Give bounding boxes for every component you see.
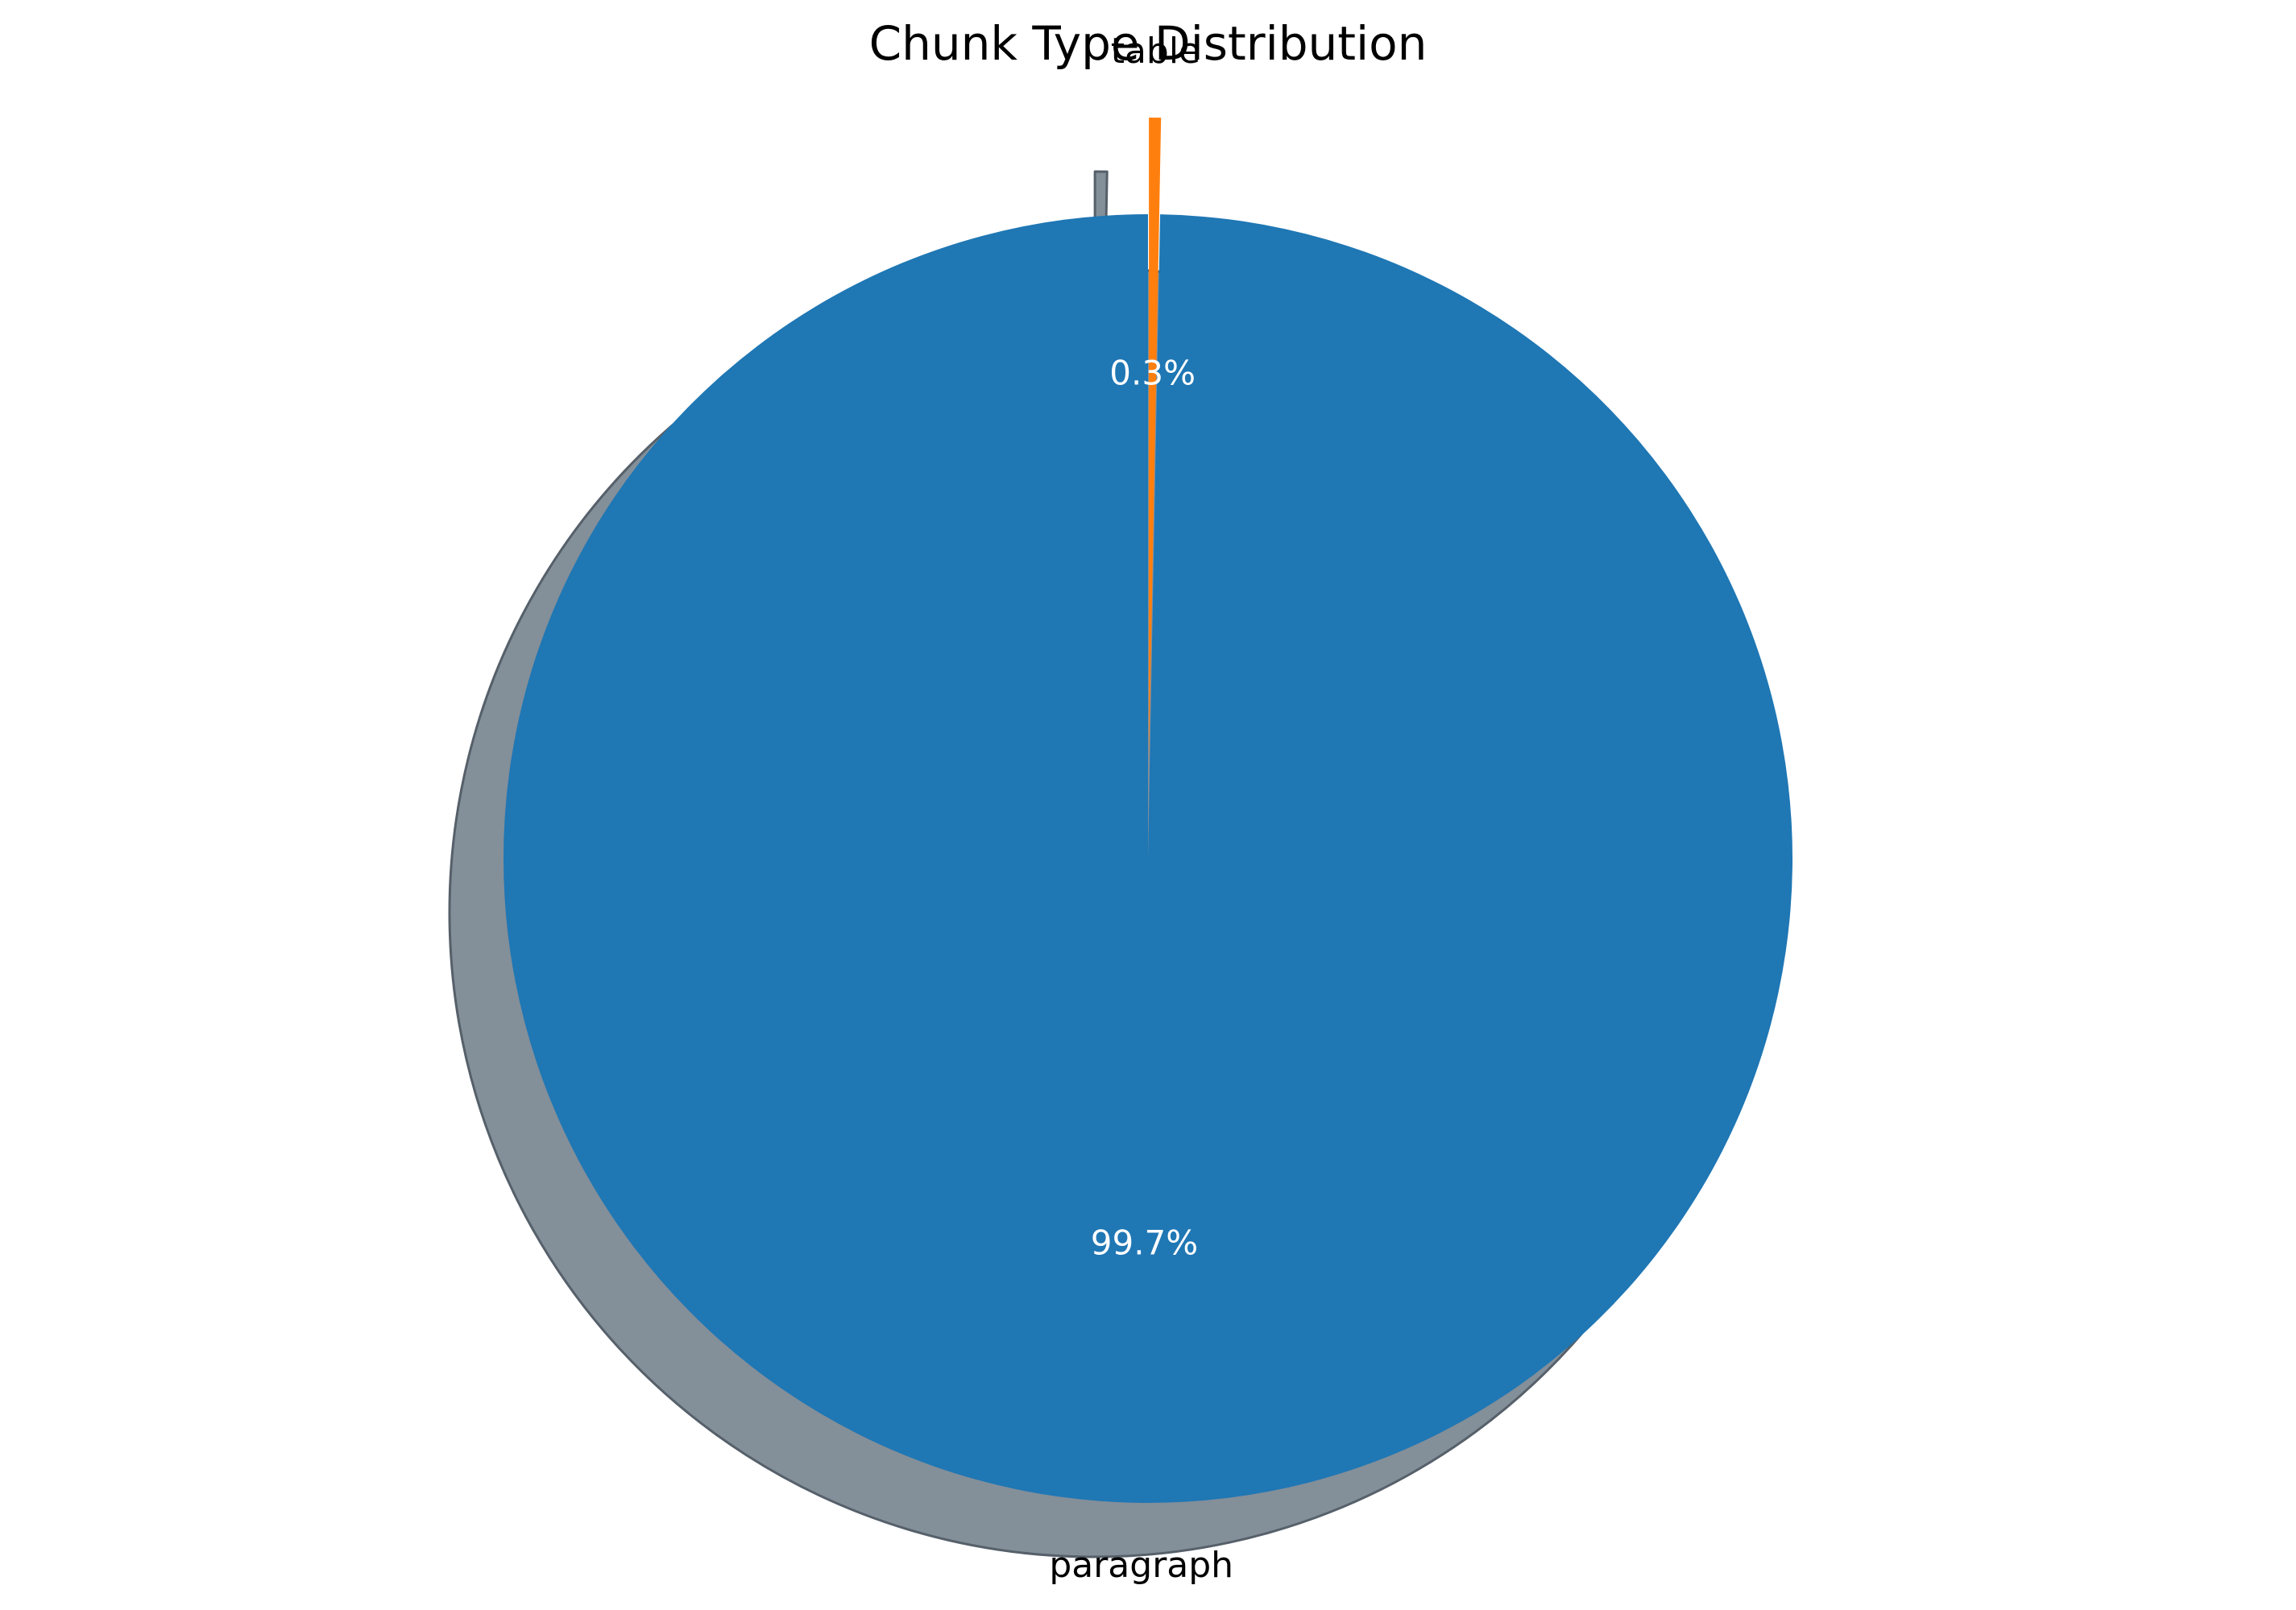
pie-percent-paragraph: 99.7%: [1091, 1223, 1198, 1262]
pie-percent-table: 0.3%: [1109, 354, 1196, 393]
pie-label-paragraph: paragraph: [1049, 1545, 1233, 1586]
chart-title: Chunk Type Distribution: [869, 16, 1428, 71]
pie-labels: paragraph 99.7% table 0.3%: [1049, 31, 1233, 1586]
pie-slices: [503, 118, 1792, 1503]
pie-slice-table: [1149, 118, 1162, 763]
pie-slice-paragraph: [503, 214, 1792, 1503]
pie-label-table: table: [1111, 31, 1200, 72]
